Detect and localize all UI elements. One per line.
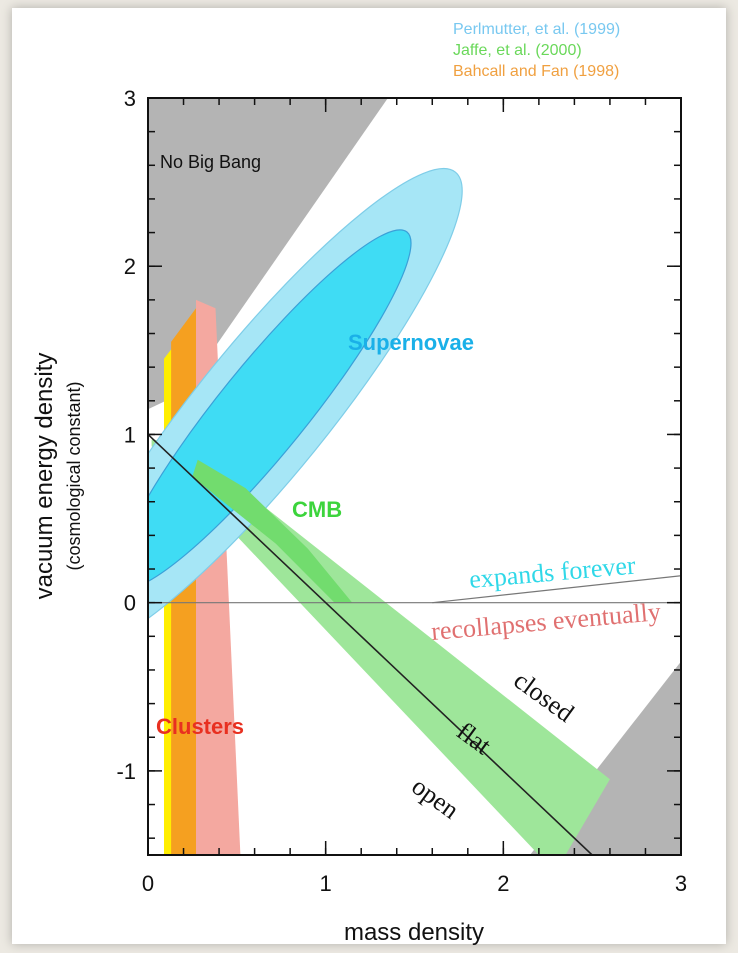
y-tick-label: 1 — [124, 422, 136, 447]
expands-forever-boundary — [432, 575, 681, 604]
x-tick-label: 3 — [675, 871, 687, 896]
cmb-core-region — [192, 459, 353, 603]
legend-entry-perlmutter: Perlmutter, et al. (1999) — [453, 21, 620, 38]
legend-entry-jaffe: Jaffe, et al. (2000) — [453, 42, 582, 59]
axis-ticks: 0 1 2 3 -1 0 1 2 3 — [116, 86, 687, 896]
supernovae-inner-contour — [148, 229, 412, 590]
supernovae-label: Supernovae — [348, 330, 474, 355]
cmb-label: CMB — [292, 497, 342, 522]
supernovae-region — [148, 167, 463, 651]
plot-border — [147, 97, 682, 856]
x-axis-label: mass density — [344, 919, 484, 946]
y-tick-label: -1 — [116, 759, 136, 784]
x-tick-label: 1 — [320, 871, 332, 896]
legend: Perlmutter, et al. (1999) Jaffe, et al. … — [453, 21, 620, 80]
x-tick-label: 2 — [497, 871, 509, 896]
y-tick-label: 2 — [124, 254, 136, 279]
no-big-bang-label: No Big Bang — [160, 152, 261, 172]
y-tick-label: 0 — [124, 591, 136, 616]
y-axis-label: vacuum energy density — [31, 353, 58, 600]
legend-entry-bahcall: Bahcall and Fan (1998) — [453, 63, 619, 80]
clusters-label: Clusters — [156, 714, 244, 739]
y-tick-label: 3 — [124, 86, 136, 111]
plot-area — [148, 98, 681, 855]
x-tick-label: 0 — [142, 871, 154, 896]
flat-universe-line — [148, 433, 593, 855]
y-axis-sublabel: (cosmological constant) — [64, 381, 84, 570]
cmb-region — [151, 439, 610, 855]
